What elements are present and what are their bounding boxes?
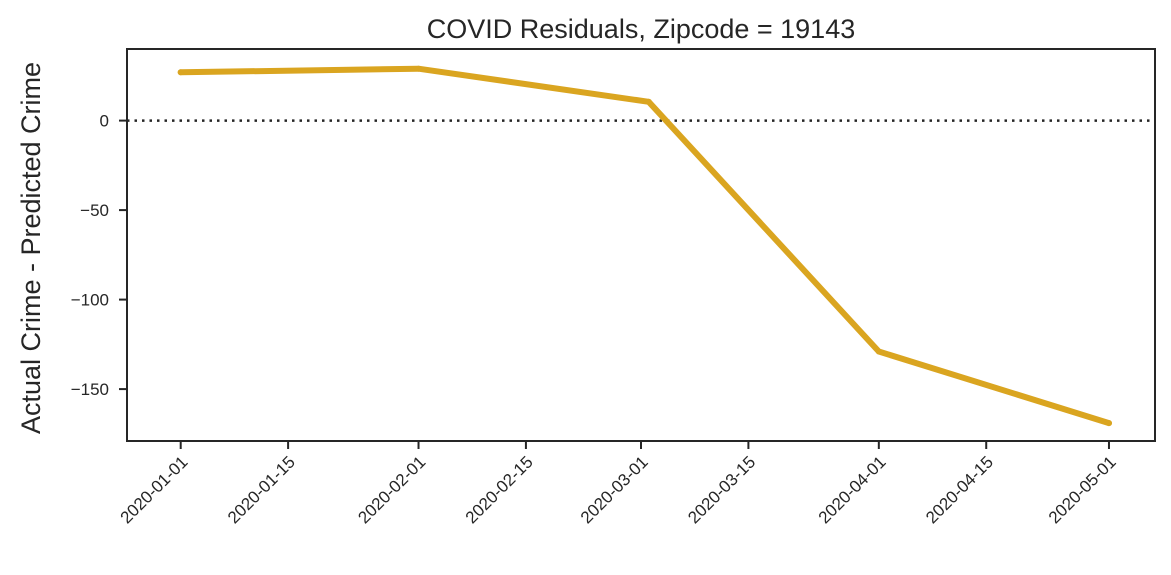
x-tick-label: 2020-04-15: [922, 452, 997, 527]
x-tick-label: 2020-02-01: [354, 452, 429, 527]
y-axis-label: Actual Crime - Predicted Crime: [16, 62, 46, 434]
data-point: [177, 69, 184, 76]
y-tick-label: −100: [71, 291, 109, 310]
data-point: [415, 65, 422, 72]
x-tick-label: 2020-03-15: [684, 452, 759, 527]
x-tick-label: 2020-02-15: [462, 452, 537, 527]
data-point: [645, 98, 652, 105]
y-tick-label: −150: [71, 380, 109, 399]
data-point: [875, 348, 882, 355]
chart-title: COVID Residuals, Zipcode = 19143: [427, 14, 855, 44]
x-tick-label: 2020-01-01: [117, 452, 192, 527]
x-tick-label: 2020-01-15: [224, 452, 299, 527]
axes-frame: [126, 48, 1156, 442]
y-tick-label: −50: [80, 201, 109, 220]
x-tick-label: 2020-04-01: [815, 452, 890, 527]
y-tick-label: 0: [100, 112, 109, 131]
plot-area: 0 −50 −100 −150 2020-01-01 2020-01-15 2020-02-…: [71, 65, 1155, 527]
data-point: [1105, 420, 1112, 427]
residual-series-line: [177, 65, 1112, 427]
x-tick-label: 2020-03-01: [577, 452, 652, 527]
x-tick-label: 2020-05-01: [1045, 452, 1120, 527]
